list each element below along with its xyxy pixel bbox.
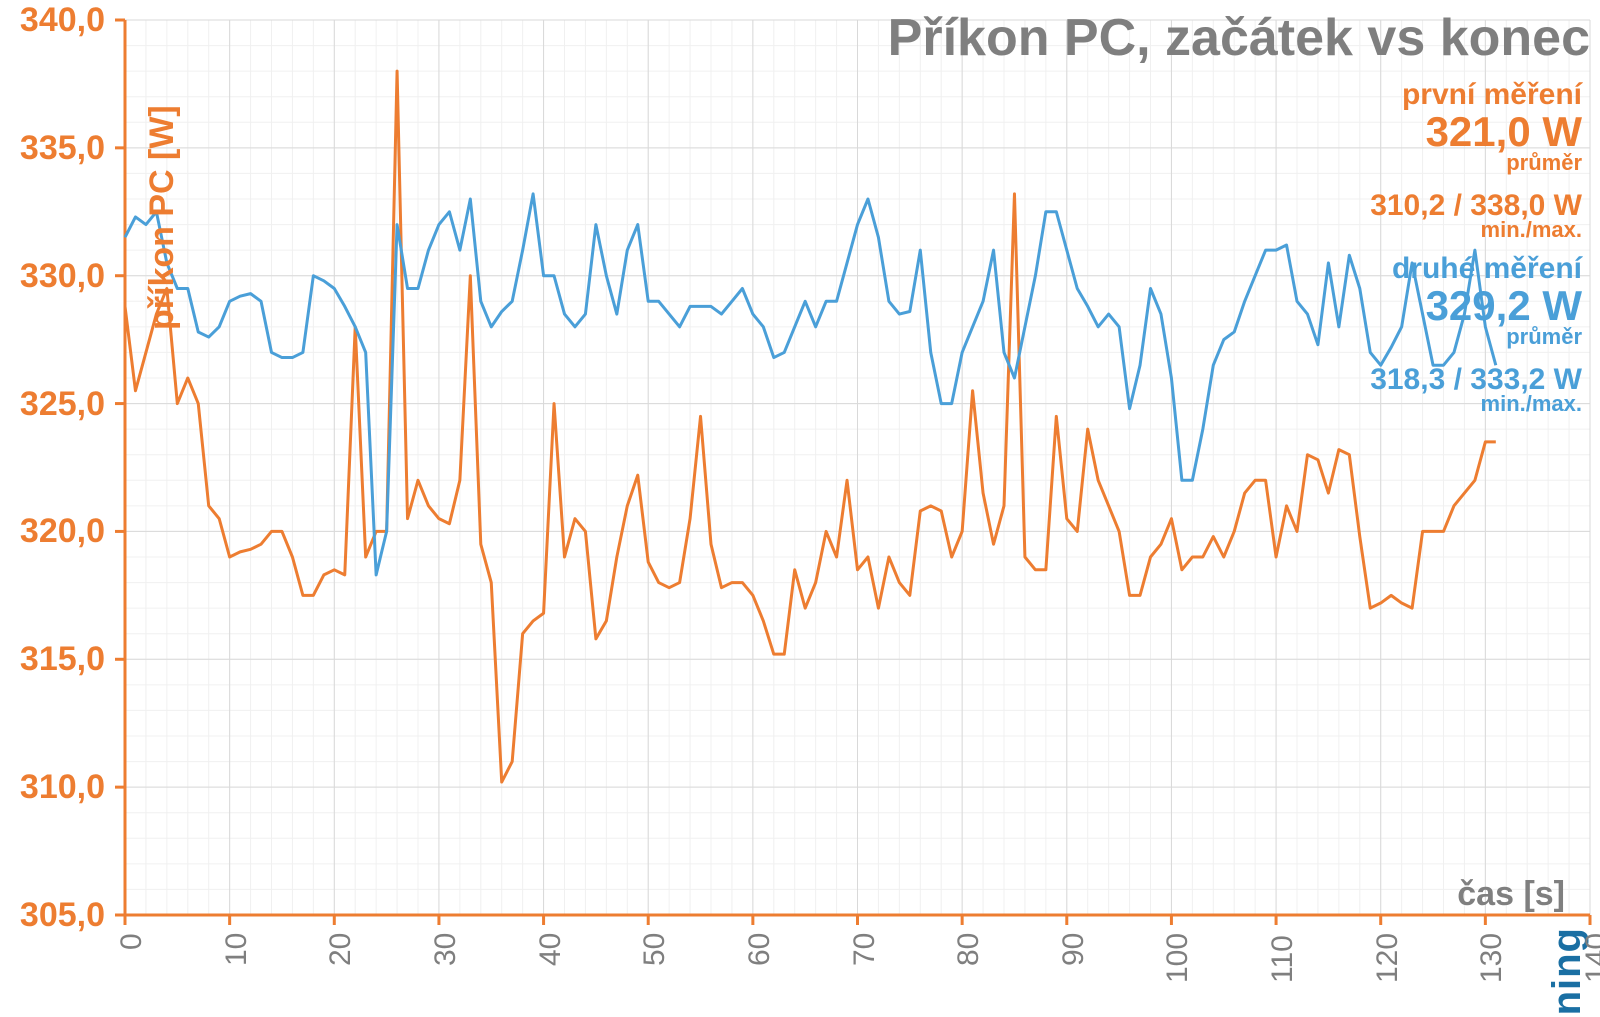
y-tick-label: 305,0 bbox=[5, 896, 105, 935]
x-tick-label: 110 bbox=[1266, 935, 1300, 983]
x-tick-label: 100 bbox=[1161, 932, 1195, 982]
y-tick-label: 310,0 bbox=[5, 768, 105, 807]
line-chart-svg bbox=[0, 0, 1600, 1017]
stats-block-second: druhé měření 329,2 W průměr 318,3 / 333,… bbox=[1370, 252, 1582, 417]
x-tick-label: 120 bbox=[1371, 932, 1405, 982]
series-1-name: druhé měření bbox=[1370, 252, 1582, 285]
y-tick-label: 315,0 bbox=[5, 640, 105, 679]
x-tick-label: 10 bbox=[220, 933, 254, 966]
stats-block-first: první měření 321,0 W průměr 310,2 / 338,… bbox=[1370, 78, 1582, 243]
x-tick-label: 140 bbox=[1580, 932, 1600, 982]
x-tick-label: 40 bbox=[534, 933, 568, 966]
chart-container: Příkon PC, začátek vs konec první měření… bbox=[0, 0, 1600, 1017]
x-tick-label: 30 bbox=[429, 933, 463, 966]
x-tick-label: 130 bbox=[1475, 932, 1509, 982]
x-tick-label: 90 bbox=[1057, 933, 1091, 966]
y-tick-label: 330,0 bbox=[5, 257, 105, 296]
y-axis-title: příkon PC [W] bbox=[143, 105, 182, 330]
y-tick-label: 335,0 bbox=[5, 129, 105, 168]
x-tick-label: 50 bbox=[638, 933, 672, 966]
x-tick-label: 0 bbox=[115, 933, 149, 950]
x-tick-label: 20 bbox=[324, 933, 358, 966]
x-axis-title: čas [s] bbox=[1457, 875, 1565, 914]
y-tick-label: 325,0 bbox=[5, 385, 105, 424]
y-tick-label: 320,0 bbox=[5, 512, 105, 551]
x-tick-label: 70 bbox=[848, 933, 882, 966]
chart-title: Příkon PC, začátek vs konec bbox=[888, 8, 1590, 68]
series-0-name: první měření bbox=[1370, 78, 1582, 111]
x-tick-label: 80 bbox=[952, 933, 986, 966]
x-tick-label: 60 bbox=[743, 933, 777, 966]
series-1-avg: 329,2 W bbox=[1370, 283, 1582, 329]
series-0-avg: 321,0 W bbox=[1370, 109, 1582, 155]
y-tick-label: 340,0 bbox=[5, 1, 105, 40]
